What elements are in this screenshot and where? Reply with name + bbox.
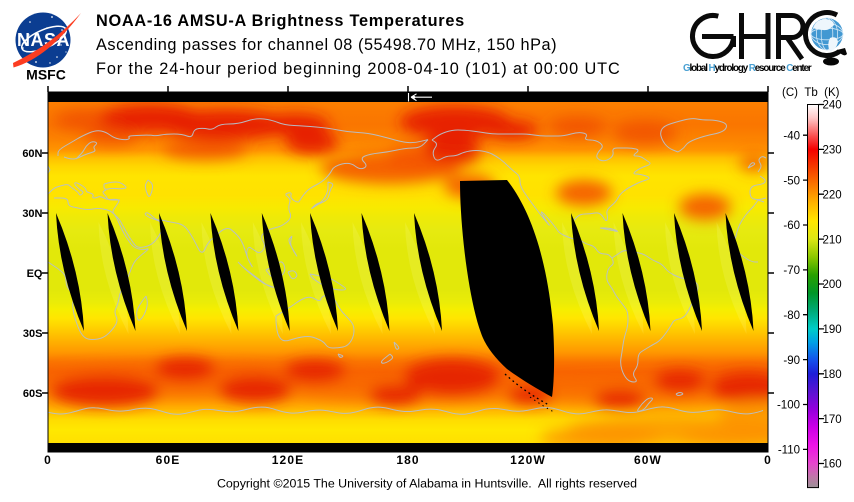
svg-text:-80: -80 [783, 310, 800, 322]
svg-text:-40: -40 [783, 130, 800, 142]
svg-text:180: 180 [823, 369, 842, 381]
svg-text:-70: -70 [783, 265, 800, 277]
svg-text:160: 160 [823, 459, 842, 471]
svg-text:(C) Tb (K): (C) Tb (K) [782, 87, 840, 99]
svg-text:EQ: EQ [27, 268, 43, 280]
svg-text:120W: 120W [510, 453, 546, 467]
svg-text:60N: 60N [22, 148, 42, 160]
svg-text:-50: -50 [783, 175, 800, 187]
svg-text:210: 210 [823, 234, 842, 246]
svg-text:230: 230 [823, 145, 842, 157]
svg-text:240: 240 [823, 100, 842, 112]
svg-text:-90: -90 [783, 355, 800, 367]
svg-text:220: 220 [823, 189, 842, 201]
svg-text:60E: 60E [156, 453, 181, 467]
svg-text:-60: -60 [783, 220, 800, 232]
svg-text:MSFC: MSFC [26, 67, 66, 83]
svg-text:Global Hydrology Resource Cent: Global Hydrology Resource Center [683, 63, 812, 74]
svg-text:60S: 60S [23, 388, 43, 400]
svg-text:Copyright ©2015 The University: Copyright ©2015 The University of Alabam… [217, 477, 637, 491]
svg-text:60W: 60W [634, 453, 662, 467]
svg-text:0: 0 [44, 453, 52, 467]
svg-text:30S: 30S [23, 328, 43, 340]
svg-text:200: 200 [823, 279, 842, 291]
svg-text:120E: 120E [272, 453, 304, 467]
svg-text:30N: 30N [22, 208, 42, 220]
svg-text:NASA: NASA [17, 30, 70, 50]
svg-text:-100: -100 [777, 400, 800, 412]
svg-text:-110: -110 [778, 445, 800, 457]
svg-text:190: 190 [823, 324, 842, 336]
svg-text:170: 170 [823, 414, 842, 426]
svg-text:180: 180 [396, 453, 419, 467]
svg-text:0: 0 [764, 453, 772, 467]
